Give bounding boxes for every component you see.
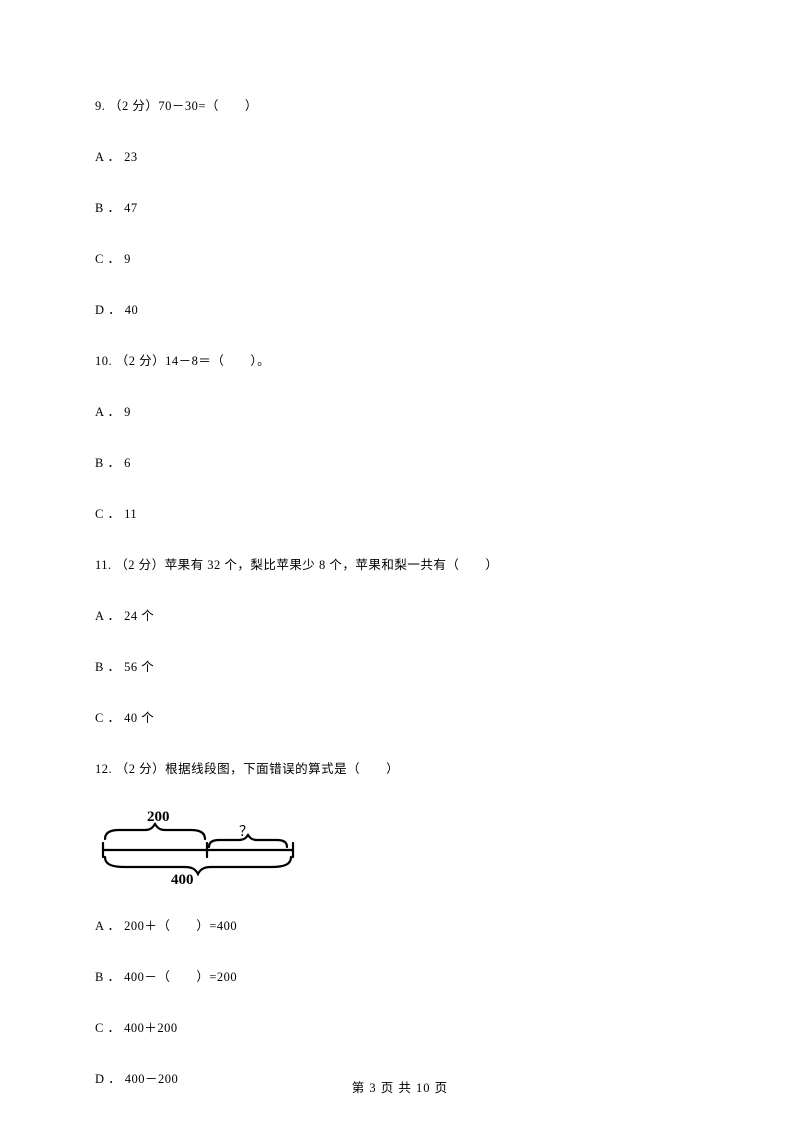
q12-opt-a: A ． 200＋（ ）=400 <box>95 915 705 934</box>
q11-opt-b: B ． 56 个 <box>95 656 705 675</box>
q10-opt-a: A ． 9 <box>95 401 705 420</box>
q12-stem: 12. （2 分）根据线段图，下面错误的算式是（ ） <box>95 758 705 777</box>
q12-opt-c: C ． 400＋200 <box>95 1017 705 1036</box>
q12-opt-b: B ． 400－（ ）=200 <box>95 966 705 985</box>
worksheet-page: 9. （2 分）70－30=（ ） A ． 23 B ． 47 C ． 9 D … <box>0 0 800 1087</box>
diagram-top-label: 200 <box>147 809 170 826</box>
q10-opt-b: B ． 6 <box>95 452 705 471</box>
q9-opt-c: C ． 9 <box>95 248 705 267</box>
diagram-question-mark: ？ <box>239 821 253 841</box>
page-footer: 第 3 页 共 10 页 <box>0 1077 800 1096</box>
q11-opt-c: C ． 40 个 <box>95 707 705 726</box>
q9-opt-a: A ． 23 <box>95 146 705 165</box>
q11-opt-a: A ． 24 个 <box>95 605 705 624</box>
q12-line-segment-diagram: 200 ？ 400 <box>99 809 299 887</box>
diagram-bottom-label: 400 <box>171 872 194 889</box>
q9-opt-b: B ． 47 <box>95 197 705 216</box>
q11-stem: 11. （2 分）苹果有 32 个，梨比苹果少 8 个，苹果和梨一共有（ ） <box>95 554 705 573</box>
q10-opt-c: C ． 11 <box>95 503 705 522</box>
q10-stem: 10. （2 分）14－8＝（ ）。 <box>95 350 705 369</box>
brace-diagram-svg <box>99 809 299 887</box>
q9-opt-d: D ． 40 <box>95 299 705 318</box>
q9-stem: 9. （2 分）70－30=（ ） <box>95 95 705 114</box>
